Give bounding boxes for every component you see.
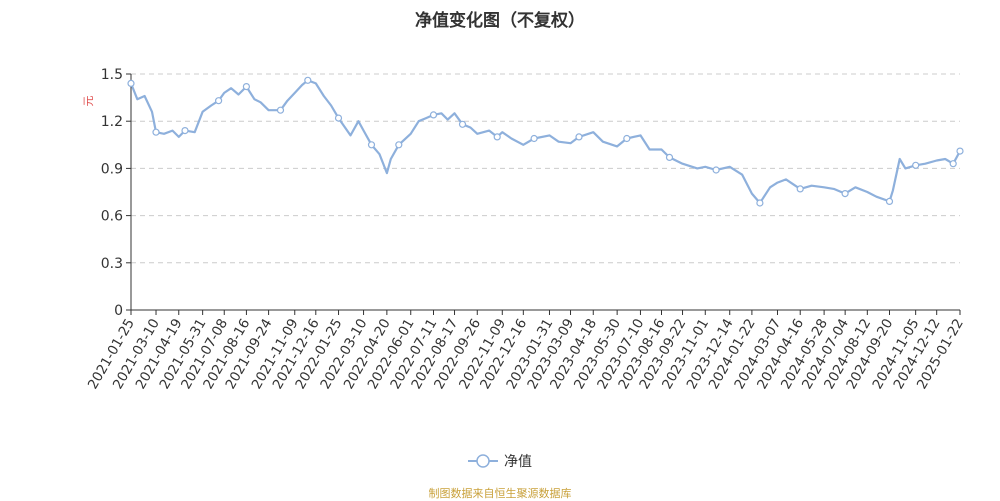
- data-point[interactable]: [712, 166, 720, 174]
- data-point[interactable]: [458, 120, 467, 128]
- data-point[interactable]: [304, 76, 312, 84]
- axes: [126, 73, 961, 315]
- data-point[interactable]: [665, 153, 674, 161]
- y-tick-label: 0.3: [101, 256, 123, 272]
- legend[interactable]: 净值: [0, 451, 1000, 471]
- y-tick-label: 0: [114, 303, 123, 319]
- legend-label: 净值: [504, 454, 532, 470]
- grid-lines: [131, 73, 960, 264]
- y-tick-label: 0.6: [101, 209, 123, 225]
- data-point[interactable]: [530, 134, 538, 143]
- y-tick-labels: 0 0.3 0.6 0.9 1.2 1.5: [101, 67, 123, 319]
- data-point[interactable]: [276, 106, 285, 114]
- data-point[interactable]: [493, 133, 501, 141]
- data-point[interactable]: [956, 147, 964, 155]
- series-layer: [127, 76, 964, 207]
- y-axis-label: 元: [82, 96, 95, 107]
- data-point[interactable]: [885, 197, 894, 205]
- data-point[interactable]: [429, 111, 438, 119]
- data-point[interactable]: [215, 97, 223, 105]
- legend-swatch-icon: [468, 454, 498, 468]
- data-point[interactable]: [152, 128, 160, 136]
- data-point[interactable]: [334, 114, 343, 122]
- data-point[interactable]: [242, 82, 250, 91]
- data-point[interactable]: [367, 141, 376, 149]
- data-point[interactable]: [756, 199, 764, 207]
- y-tick-label: 0.9: [101, 161, 123, 177]
- data-point[interactable]: [949, 160, 957, 168]
- data-point[interactable]: [841, 190, 849, 198]
- x-tick-labels: 2021-01-252021-03-102021-04-192021-05-31…: [85, 316, 967, 392]
- data-point[interactable]: [623, 134, 631, 143]
- y-tick-label: 1.5: [101, 67, 123, 83]
- data-point[interactable]: [912, 161, 920, 169]
- data-point[interactable]: [395, 141, 403, 149]
- y-tick-label: 1.2: [101, 114, 123, 130]
- chart-title: 净值变化图（不复权）: [415, 11, 585, 31]
- source-note: 制图数据来自恒生聚源数据库: [428, 487, 572, 500]
- data-point[interactable]: [127, 79, 135, 88]
- data-point[interactable]: [181, 127, 189, 135]
- data-point[interactable]: [796, 185, 804, 193]
- series-line: [129, 79, 961, 205]
- data-point[interactable]: [575, 133, 583, 141]
